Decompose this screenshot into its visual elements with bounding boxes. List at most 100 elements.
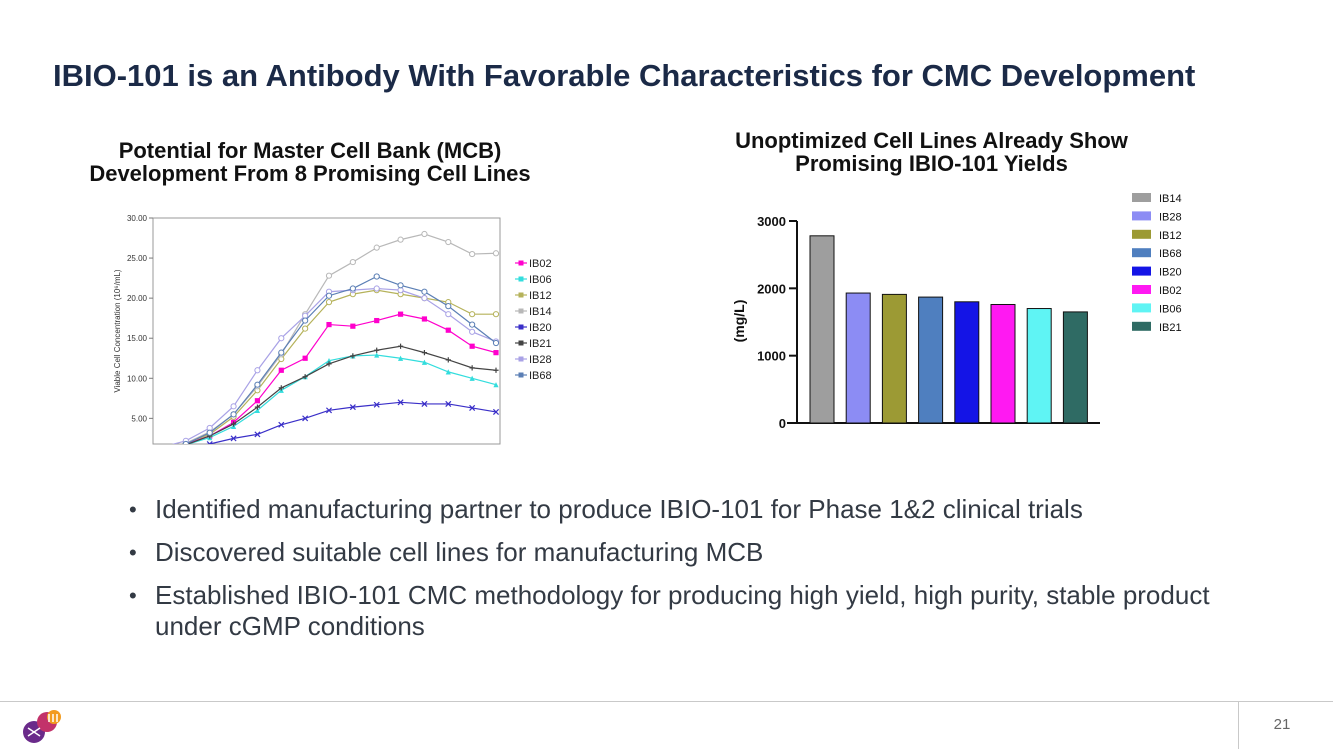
bar-IB28 [845,292,871,424]
series-IB21 [185,343,499,444]
data-point [302,317,309,324]
data-point [469,375,475,381]
data-point [493,350,499,356]
bullet-list: Identified manufacturing partner to prod… [125,494,1215,654]
y-tick-label: 5.00 [131,414,147,423]
data-point [182,440,189,444]
data-point [159,445,164,446]
legend-swatch-marker [518,324,524,330]
legend-label: IB02 [1159,285,1182,297]
data-point [492,250,500,257]
legend-label: IB21 [529,338,552,350]
legend-swatch [1132,229,1151,239]
data-point [421,295,428,302]
legend-label: IB12 [529,290,552,302]
legend-swatch [1132,321,1151,331]
data-point [206,429,213,436]
bar-IB21 [1062,311,1088,424]
bar-IB12 [881,293,907,424]
legend-swatch [1132,285,1151,294]
data-point [278,421,285,428]
legend-label: IB20 [1159,267,1182,279]
data-point [421,230,428,238]
series-IB06 [184,352,499,444]
data-point [206,440,213,444]
legend-item-IB28: IB28 [515,354,552,366]
data-point [349,404,356,411]
legend-item-IB20: IB20 [515,322,552,334]
legend-item-IB12: IB12 [1132,229,1182,242]
page-number-divider [1238,702,1239,749]
data-point [302,374,308,380]
legend-swatch-marker [518,356,524,362]
legend-label: IB14 [1159,193,1182,205]
legend-item-IB14: IB14 [515,306,552,318]
bar-IB06 [1026,308,1052,424]
data-point [421,359,428,365]
data-point [492,408,500,415]
data-point [373,285,380,292]
data-point [397,236,404,243]
data-point [421,400,428,407]
data-point [349,285,356,292]
legend-item-IB12: IB12 [515,290,552,302]
data-point [349,258,356,266]
data-point [445,357,451,363]
legend-item-IB21: IB21 [1132,321,1182,334]
data-point [230,435,237,442]
data-point [278,335,285,342]
legend-swatch [1132,266,1151,276]
legend-label: IB14 [529,306,552,318]
data-point [159,445,164,446]
logo-line [27,727,41,737]
data-point [445,369,451,375]
data-point [469,250,476,258]
y-axis-label: (mg/L) [731,300,747,343]
bullet-item: Established IBIO-101 CMC methodology for… [125,580,1215,642]
y-tick-label: 15.00 [127,334,148,343]
legend-item-IB02: IB02 [515,258,552,270]
data-point [350,323,356,329]
legend-swatch [1132,193,1151,202]
data-point [374,352,380,358]
legend-label: IB28 [529,354,552,366]
y-axis-label: Viable Cell Concentration (10⁶/mL) [113,269,122,393]
data-point [325,299,333,306]
bullet-item: Identified manufacturing partner to prod… [125,494,1215,525]
legend-item-IB06: IB06 [515,274,552,286]
y-tick-label: 10.00 [127,374,148,383]
series-IB20 [206,399,500,444]
bar-chart-title-line-1: Unoptimized Cell Lines Already Show [735,128,1128,153]
legend-label: IB06 [1159,303,1182,315]
y-tick-label: 0 [779,416,786,430]
y-tick-label: 30.00 [127,214,148,223]
legend-swatch-marker [518,308,524,314]
data-point [325,272,333,279]
data-point [254,398,261,404]
data-point [493,382,499,388]
y-tick-label: 3000 [757,214,786,229]
data-point [254,367,261,374]
legend-swatch-marker [518,292,524,298]
legend-label: IB68 [529,370,552,382]
data-point [373,273,380,280]
legend-swatch-marker [518,260,524,266]
data-point [254,404,261,410]
bar-chart-title: Unoptimized Cell Lines Already Show Prom… [700,129,1163,175]
legend-swatch-marker [518,372,524,378]
data-point [469,321,476,328]
bar-IB20 [954,301,980,424]
data-point [230,421,237,427]
data-point [350,353,356,359]
data-point [278,367,284,373]
data-point [469,328,476,335]
page-number: 21 [1273,716,1291,733]
y-tick-label: 25.00 [127,254,148,263]
legend-item-IB02: IB02 [1132,285,1182,297]
data-point [397,282,404,289]
data-point [469,311,476,318]
bar-chart-title-line-2: Promising IBIO-101 Yields [795,151,1068,176]
legend-label: IB68 [1159,248,1182,260]
data-point [302,355,308,361]
y-tick-label: 2000 [757,281,786,296]
